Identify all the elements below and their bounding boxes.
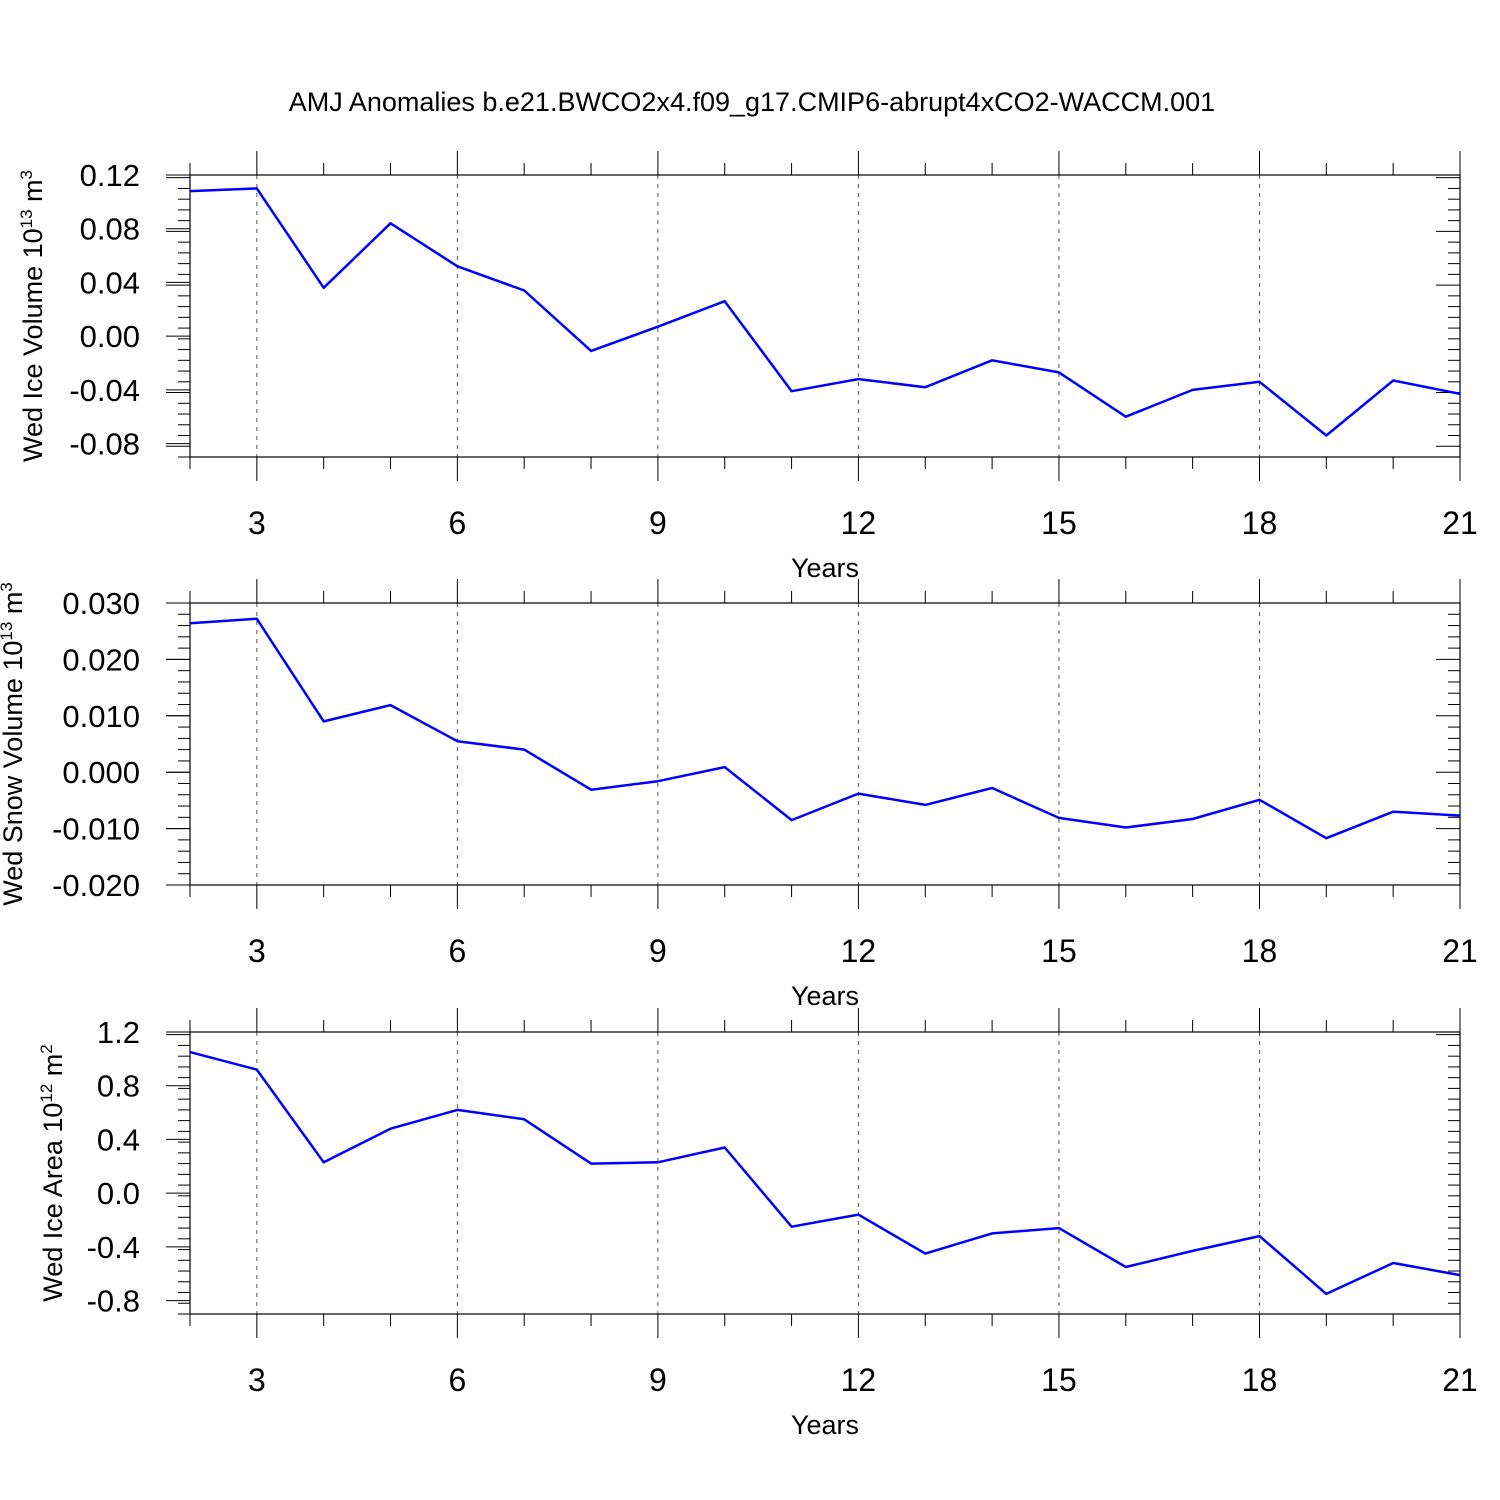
y-axis-label: Wed Ice Volume 1013 m3 bbox=[17, 170, 48, 462]
x-tick-label: 21 bbox=[1442, 933, 1478, 969]
plot-frame bbox=[189, 602, 1461, 886]
x-tick-label: 21 bbox=[1442, 505, 1478, 541]
y-tick-label: 0.000 bbox=[62, 755, 140, 790]
x-tick-label: 21 bbox=[1442, 1362, 1478, 1398]
x-tick-label: 15 bbox=[1041, 505, 1077, 541]
y-tick-label: 0.4 bbox=[97, 1122, 140, 1157]
x-axis-label: Years bbox=[791, 553, 859, 583]
y-tick-label: 0.010 bbox=[62, 699, 140, 734]
x-tick-label: 15 bbox=[1041, 933, 1077, 969]
x-tick-label: 9 bbox=[649, 505, 667, 541]
x-axis-label: Years bbox=[791, 1410, 859, 1440]
y-tick-label: 1.2 bbox=[97, 1015, 140, 1050]
x-tick-label: 18 bbox=[1242, 933, 1278, 969]
x-tick-label: 12 bbox=[841, 933, 877, 969]
chart-title: AMJ Anomalies b.e21.BWCO2x4.f09_g17.CMIP… bbox=[289, 87, 1215, 117]
x-tick-label: 15 bbox=[1041, 1362, 1077, 1398]
x-tick-label: 3 bbox=[248, 505, 266, 541]
x-tick-label: 12 bbox=[841, 505, 877, 541]
y-tick-label: 0.030 bbox=[62, 586, 140, 621]
y-tick-label: -0.020 bbox=[52, 868, 140, 903]
x-tick-label: 3 bbox=[248, 933, 266, 969]
y-axis-label: Wed Snow Volume 1013 m3 bbox=[0, 582, 28, 906]
y-axis-label: Wed Ice Area 1012 m2 bbox=[37, 1044, 68, 1302]
series-line bbox=[189, 187, 1461, 437]
y-tick-label: 0.04 bbox=[80, 265, 140, 300]
y-tick-label: -0.08 bbox=[69, 427, 140, 462]
x-tick-label: 3 bbox=[248, 1362, 266, 1398]
panel-1: -0.08 -0.04 0.00 0.04 0.08 0.12 3 6 9 12 15 18 21 Yea… bbox=[17, 151, 1478, 583]
x-tick-label: 6 bbox=[448, 1362, 466, 1398]
x-tick-label: 6 bbox=[448, 505, 466, 541]
y-tick-label: 0.020 bbox=[62, 642, 140, 677]
y-tick-label: 0.00 bbox=[80, 319, 140, 354]
y-tick-label: -0.4 bbox=[87, 1230, 140, 1265]
plot-frame bbox=[189, 1031, 1461, 1315]
y-tick-label: 0.8 bbox=[97, 1069, 140, 1104]
x-tick-label: 18 bbox=[1242, 505, 1278, 541]
panel-2: -0.020 -0.010 0.000 0.010 0.020 0.030 3 6 9 12 15 1… bbox=[0, 579, 1478, 1011]
series-line bbox=[189, 617, 1461, 840]
x-tick-label: 9 bbox=[649, 1362, 667, 1398]
y-tick-label: 0.12 bbox=[80, 158, 140, 193]
x-tick-label: 12 bbox=[841, 1362, 877, 1398]
y-tick-label: -0.8 bbox=[87, 1284, 140, 1319]
series-line bbox=[189, 1050, 1461, 1296]
y-tick-label: 0.0 bbox=[97, 1176, 140, 1211]
panel-3: -0.8 -0.4 0.0 0.4 0.8 1.2 3 6 9 12 15 18 21 Years Wed … bbox=[37, 1008, 1478, 1440]
y-tick-label: -0.010 bbox=[52, 812, 140, 847]
chart-panels: -0.08 -0.04 0.00 0.04 0.08 0.12 3 6 9 12 15 18 21 Yea… bbox=[0, 151, 1478, 1440]
y-tick-label: 0.08 bbox=[80, 212, 140, 247]
x-tick-label: 18 bbox=[1242, 1362, 1278, 1398]
y-tick-label: -0.04 bbox=[69, 373, 140, 408]
plot-frame bbox=[189, 174, 1461, 458]
x-tick-label: 6 bbox=[448, 933, 466, 969]
x-tick-label: 9 bbox=[649, 933, 667, 969]
x-axis-label: Years bbox=[791, 981, 859, 1011]
